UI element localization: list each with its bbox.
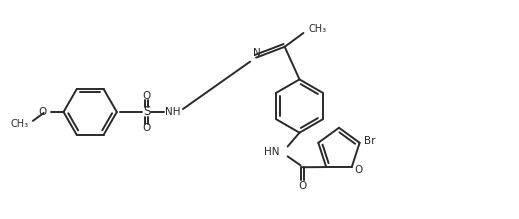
Text: CH₃: CH₃ [308, 24, 326, 34]
Text: O: O [38, 107, 47, 117]
Text: O: O [143, 123, 151, 133]
Text: O: O [143, 91, 151, 101]
Text: O: O [299, 181, 307, 191]
Text: O: O [354, 165, 363, 175]
Text: HN: HN [264, 147, 280, 157]
Text: CH₃: CH₃ [11, 119, 29, 129]
Text: Br: Br [364, 136, 375, 146]
Text: S: S [143, 106, 150, 118]
Text: NH: NH [166, 107, 181, 117]
Text: N: N [253, 48, 261, 58]
